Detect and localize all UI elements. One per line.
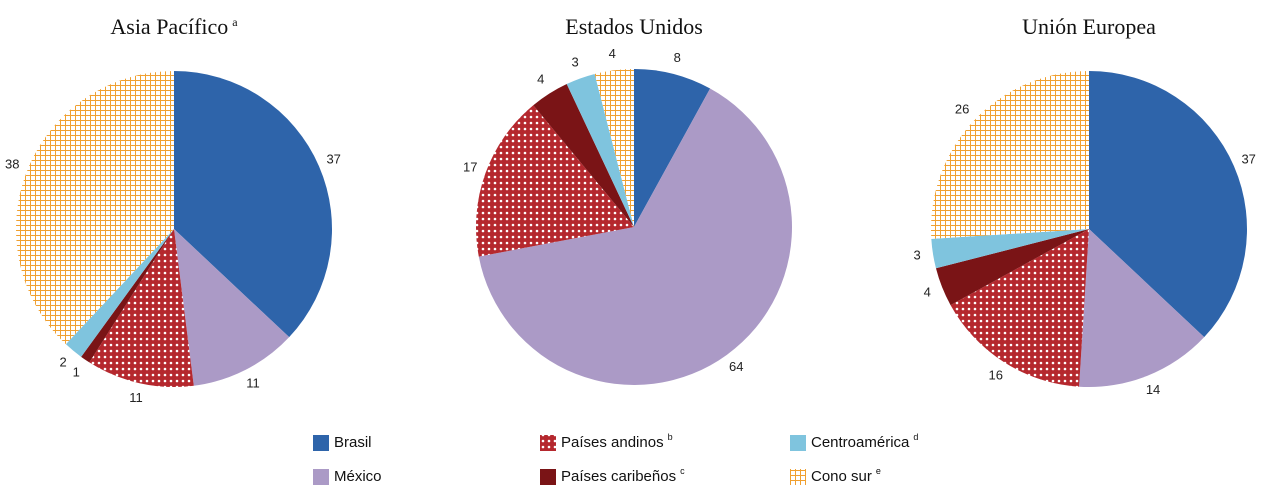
pie-slice: [81, 229, 174, 363]
data-label: 4: [537, 72, 544, 87]
pie-slice: [533, 84, 634, 227]
data-label: 4: [924, 284, 931, 299]
legend-label: Brasil: [334, 434, 372, 451]
pie-slice: [1089, 71, 1248, 338]
pie-slice: [478, 88, 792, 385]
pie-slice: [65, 229, 174, 357]
pie-slice: [174, 229, 290, 386]
data-label: 3: [914, 248, 921, 263]
title-note: a: [232, 15, 238, 29]
pie-slice: [634, 69, 711, 227]
title-text: Unión Europea: [1022, 14, 1156, 39]
chart-title: Asia Pacífico a: [110, 14, 238, 39]
legend-label: Países caribeños c: [561, 466, 685, 485]
pie-slice: [89, 229, 194, 387]
legend-swatch: [790, 469, 806, 485]
legend-swatch: [790, 435, 806, 451]
data-label: 11: [129, 390, 143, 405]
chart-title: Estados Unidos: [565, 14, 703, 39]
data-label: 16: [989, 367, 1003, 382]
pie-slice: [566, 73, 634, 227]
legend-swatch: [313, 469, 329, 485]
legend-name: Países caribeños: [561, 468, 676, 485]
data-label: 38: [5, 156, 19, 171]
title-text: Asia Pacífico: [110, 14, 228, 39]
data-label: 64: [729, 359, 743, 374]
pie-slice: [1079, 229, 1205, 387]
legend-label: México: [334, 468, 382, 485]
pie-slice: [935, 229, 1089, 306]
pie-slice: [16, 71, 174, 345]
data-label: 2: [59, 355, 66, 370]
pie-slice: [931, 71, 1089, 239]
legend-swatch: [313, 435, 329, 451]
data-label: 11: [246, 375, 260, 390]
data-label: 37: [1241, 151, 1255, 166]
chart-title: Unión Europea: [1022, 14, 1156, 39]
legend-label: Centroamérica d: [811, 432, 918, 451]
legend-note: e: [876, 466, 881, 476]
pie-slice: [594, 69, 634, 227]
legend-name: Países andinos: [561, 434, 664, 451]
legend-name: México: [334, 468, 382, 485]
legend-name: Brasil: [334, 434, 372, 451]
title-text: Estados Unidos: [565, 14, 703, 39]
data-label: 8: [674, 50, 681, 65]
legend-name: Cono sur: [811, 468, 872, 485]
data-label: 37: [326, 151, 340, 166]
data-label: 3: [571, 55, 578, 70]
legend-note: d: [913, 432, 918, 442]
pie-slice: [174, 71, 332, 338]
pie-slice: [931, 229, 1089, 269]
pie-slice: [475, 105, 634, 257]
legend-label: Cono sur e: [811, 466, 881, 485]
data-label: 14: [1146, 382, 1160, 397]
legend-note: b: [668, 432, 673, 442]
pie-slice: [950, 229, 1089, 387]
legend-swatch: [540, 469, 556, 485]
legend-swatch: [540, 435, 556, 451]
data-label: 26: [955, 101, 969, 116]
data-label: 1: [73, 364, 80, 379]
data-label: 4: [609, 46, 616, 61]
legend-label: Países andinos b: [561, 432, 673, 451]
legend-name: Centroamérica: [811, 434, 910, 451]
data-label: 17: [463, 159, 477, 174]
legend-note: c: [680, 466, 685, 476]
